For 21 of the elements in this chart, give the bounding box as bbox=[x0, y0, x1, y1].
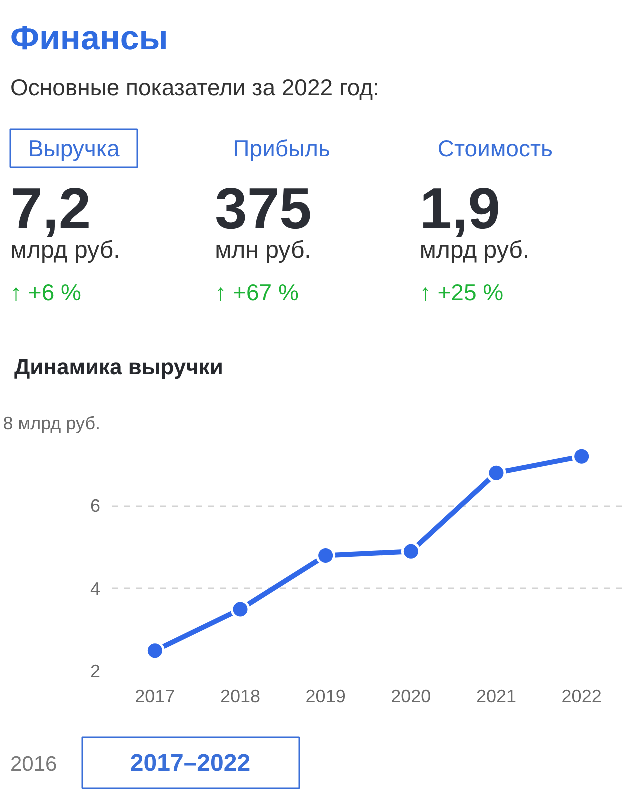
y-tick-label: 2 bbox=[90, 662, 101, 682]
y-tick-label: 6 bbox=[90, 496, 101, 516]
category-label: Стоимость bbox=[438, 136, 553, 162]
x-tick-label: 2017 bbox=[135, 686, 176, 706]
x-tick-label: 2018 bbox=[220, 686, 261, 706]
category-label: Выручка bbox=[28, 136, 120, 162]
y-tick-label: 4 bbox=[90, 578, 101, 599]
text: ↑ +25 % bbox=[420, 280, 504, 306]
text: ↑ +6 % bbox=[10, 280, 82, 306]
x-tick-label: 2022 bbox=[562, 686, 602, 706]
text: 2016 bbox=[10, 753, 58, 776]
x-tick-label: 2021 bbox=[476, 686, 517, 706]
x-tick-label: 2019 bbox=[306, 686, 346, 706]
text: ↑ +67 % bbox=[215, 280, 299, 306]
text: 2017–2022 bbox=[130, 750, 251, 777]
category-label: Прибыль bbox=[233, 136, 330, 162]
x-tick-label: 2020 bbox=[391, 686, 432, 706]
text: Финансы bbox=[10, 20, 168, 58]
text: Основные показатели за 2022 год: bbox=[10, 74, 380, 100]
chart-title: Динамика выручки bbox=[14, 354, 224, 380]
y-tick-label: 8 млрд руб. bbox=[3, 414, 100, 434]
